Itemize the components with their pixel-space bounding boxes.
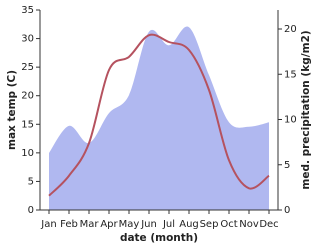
x-tick-label: Aug (179, 219, 199, 230)
x-axis-label: date (month) (120, 232, 198, 244)
y-tick-label: 10 (21, 148, 34, 159)
y-tick-label: 0 (28, 205, 34, 216)
y-tick-label: 35 (21, 5, 34, 16)
x-tick-label: Feb (60, 219, 78, 230)
precip-area (49, 26, 269, 210)
x-tick-label: Mar (80, 219, 100, 230)
x-tick-label: Sep (200, 219, 219, 230)
y2-tick-label: 5 (284, 160, 290, 171)
y-axis-label: max temp (C) (6, 70, 18, 150)
x-tick-label: Dec (259, 219, 278, 230)
x-tick-label: May (119, 219, 140, 230)
x-tick-label: Jul (162, 219, 175, 230)
x-tick-label: Jan (40, 219, 56, 230)
x-tick-label: Nov (239, 219, 259, 230)
y2-tick-label: 15 (284, 69, 297, 80)
y-tick-label: 30 (21, 34, 34, 45)
x-tick-label: Apr (100, 219, 118, 230)
temp-line (48, 33, 270, 197)
y-tick-label: 15 (21, 119, 34, 130)
y-tick-label: 5 (28, 176, 34, 187)
y2-axis-label: med. precipitation (kg/m2) (300, 30, 312, 189)
y-tick-label: 25 (21, 62, 34, 73)
y2-tick-label: 0 (284, 205, 290, 216)
x-tick-label: Oct (220, 219, 237, 230)
y2-tick-label: 20 (284, 24, 297, 35)
y-tick-label: 20 (21, 91, 34, 102)
x-tick-label: Jun (140, 219, 157, 230)
y2-tick-label: 10 (284, 115, 297, 126)
